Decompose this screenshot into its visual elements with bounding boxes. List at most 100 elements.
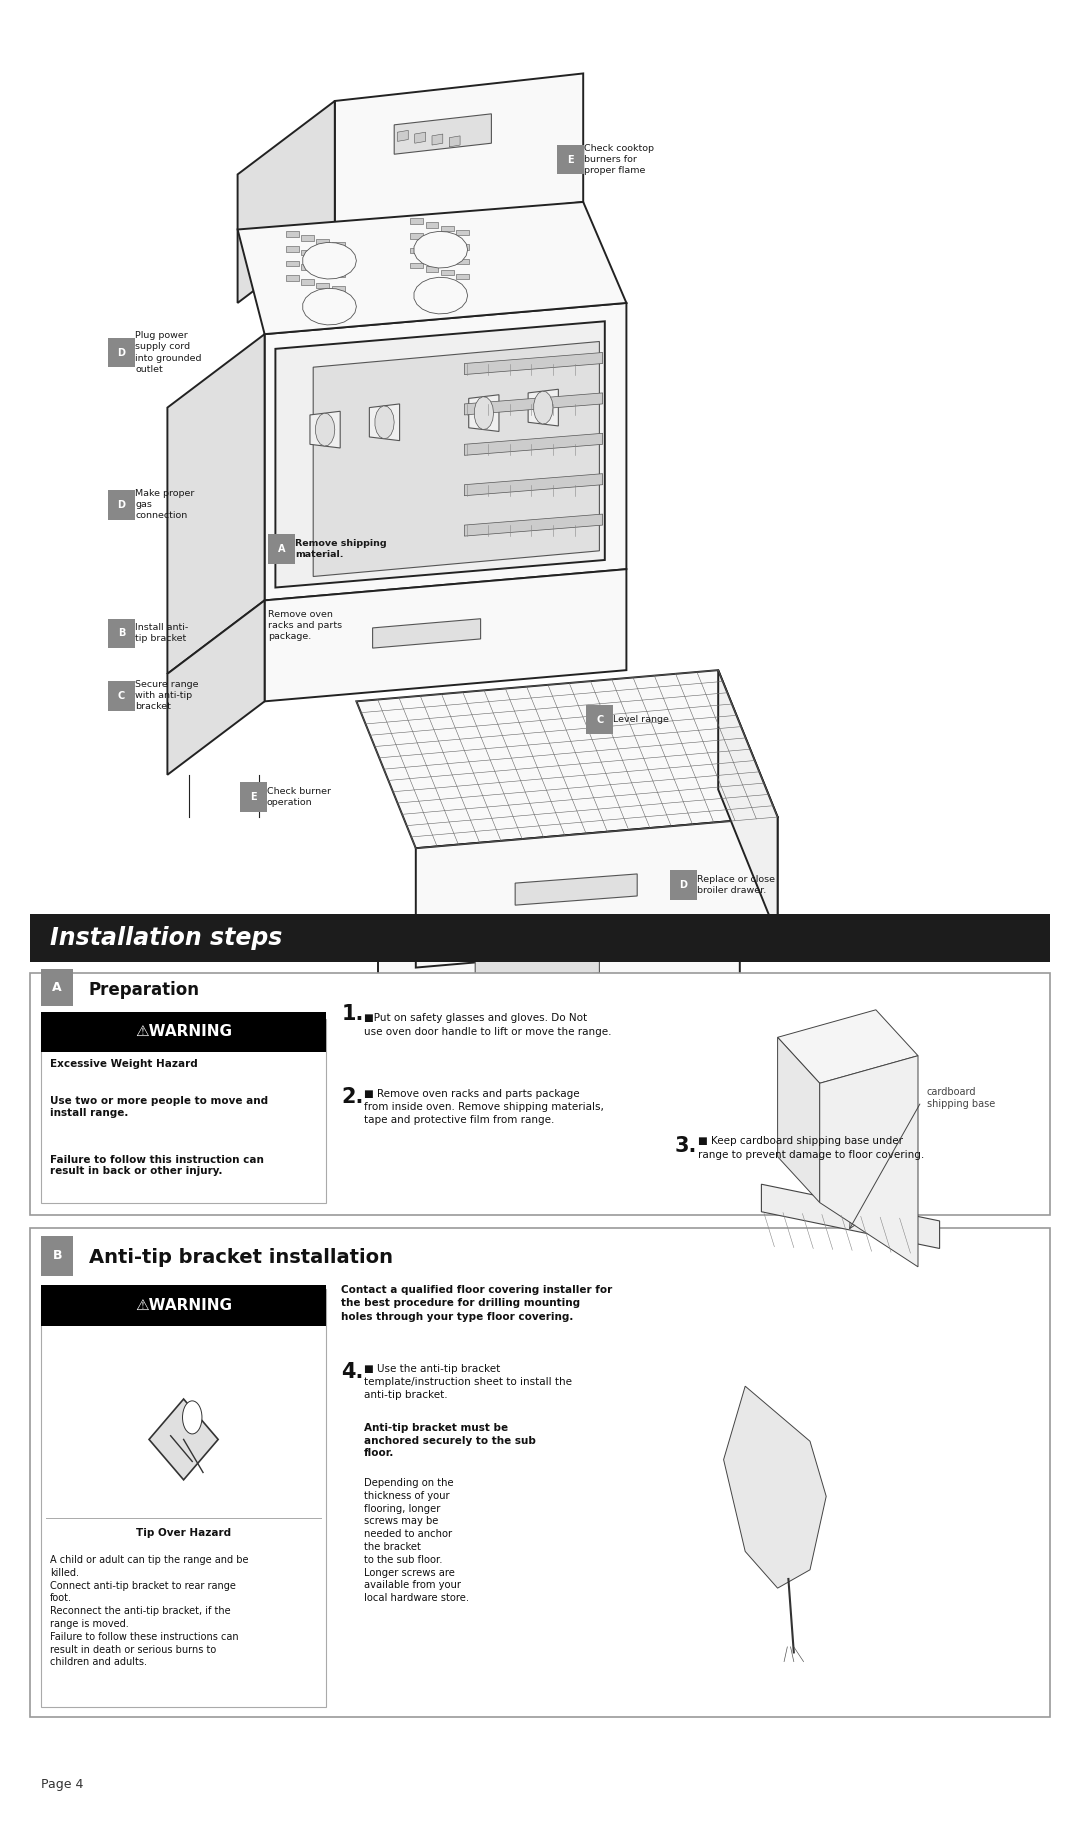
Polygon shape <box>464 514 603 536</box>
Text: Page 4: Page 4 <box>41 1777 83 1792</box>
Polygon shape <box>332 242 345 248</box>
Text: Anti-tip bracket must be
anchored securely to the sub
floor.: Anti-tip bracket must be anchored secure… <box>364 1423 536 1458</box>
Text: Secure range
with anti-tip
bracket: Secure range with anti-tip bracket <box>135 681 199 711</box>
Text: Excessive Weight Hazard: Excessive Weight Hazard <box>50 1059 198 1069</box>
Text: cardboard
shipping base: cardboard shipping base <box>927 1087 995 1109</box>
Text: Check cooktop
burners for
proper flame: Check cooktop burners for proper flame <box>584 145 654 174</box>
FancyBboxPatch shape <box>108 338 135 367</box>
FancyBboxPatch shape <box>30 914 1050 962</box>
Polygon shape <box>332 286 345 292</box>
Polygon shape <box>414 277 468 314</box>
Polygon shape <box>265 303 626 600</box>
Text: Use two or more people to move and
install range.: Use two or more people to move and insta… <box>50 1096 268 1118</box>
Polygon shape <box>441 255 454 261</box>
Polygon shape <box>410 218 423 224</box>
Text: B: B <box>53 1248 62 1263</box>
Polygon shape <box>167 600 265 775</box>
Polygon shape <box>414 231 468 268</box>
Polygon shape <box>302 242 356 279</box>
Polygon shape <box>456 259 469 264</box>
Polygon shape <box>464 474 603 496</box>
Polygon shape <box>410 248 423 253</box>
Polygon shape <box>410 233 423 239</box>
Polygon shape <box>449 136 460 147</box>
Polygon shape <box>316 268 329 274</box>
Polygon shape <box>456 274 469 279</box>
Polygon shape <box>301 250 314 255</box>
Text: D: D <box>118 499 125 510</box>
Polygon shape <box>310 411 340 448</box>
Text: Replace or close
broiler drawer.: Replace or close broiler drawer. <box>697 876 774 894</box>
Text: Level range: Level range <box>613 716 670 723</box>
FancyBboxPatch shape <box>41 1019 326 1203</box>
Polygon shape <box>761 1184 940 1248</box>
Polygon shape <box>528 389 558 426</box>
Polygon shape <box>316 253 329 259</box>
Polygon shape <box>316 283 329 288</box>
Text: ⚠WARNING: ⚠WARNING <box>135 1298 232 1313</box>
Polygon shape <box>313 341 599 577</box>
FancyBboxPatch shape <box>108 619 135 648</box>
Polygon shape <box>369 404 400 441</box>
Text: ■Put on safety glasses and gloves. Do Not
use oven door handle to lift or move t: ■Put on safety glasses and gloves. Do No… <box>364 1013 611 1037</box>
Text: Plug power
supply cord
into grounded
outlet: Plug power supply cord into grounded out… <box>135 330 202 375</box>
FancyBboxPatch shape <box>240 782 267 812</box>
Text: ⚠WARNING: ⚠WARNING <box>135 1024 232 1039</box>
Polygon shape <box>426 222 438 228</box>
FancyBboxPatch shape <box>41 969 73 1006</box>
Polygon shape <box>415 132 426 143</box>
Text: ■ Remove oven racks and parts package
from inside oven. Remove shipping material: ■ Remove oven racks and parts package fr… <box>364 1089 604 1125</box>
Polygon shape <box>378 905 740 1026</box>
Polygon shape <box>515 874 637 905</box>
Polygon shape <box>456 230 469 235</box>
Polygon shape <box>238 202 626 334</box>
Polygon shape <box>724 1386 826 1588</box>
Polygon shape <box>301 279 314 285</box>
Text: Installation steps: Installation steps <box>50 925 282 951</box>
Polygon shape <box>778 1010 918 1083</box>
Polygon shape <box>167 334 265 674</box>
FancyBboxPatch shape <box>30 973 1050 1215</box>
Polygon shape <box>397 130 408 141</box>
Text: Anti-tip bracket installation: Anti-tip bracket installation <box>89 1248 392 1267</box>
Polygon shape <box>426 237 438 242</box>
Polygon shape <box>820 1056 918 1267</box>
Polygon shape <box>394 114 491 154</box>
Polygon shape <box>286 275 299 281</box>
FancyBboxPatch shape <box>670 870 697 900</box>
Polygon shape <box>469 395 499 431</box>
Text: A: A <box>53 980 62 995</box>
Text: Tip Over Hazard: Tip Over Hazard <box>136 1528 231 1537</box>
Polygon shape <box>416 817 778 968</box>
Polygon shape <box>332 272 345 277</box>
Polygon shape <box>441 270 454 275</box>
FancyBboxPatch shape <box>268 534 295 564</box>
Text: Preparation: Preparation <box>89 980 200 999</box>
Polygon shape <box>375 406 394 439</box>
Polygon shape <box>410 263 423 268</box>
FancyBboxPatch shape <box>41 1289 326 1707</box>
Text: Check burner
operation: Check burner operation <box>267 788 330 806</box>
Text: Remove oven
racks and parts
package.: Remove oven racks and parts package. <box>268 610 342 641</box>
Text: 2.: 2. <box>341 1087 364 1107</box>
Text: ■ Keep cardboard shipping base under
range to prevent damage to floor covering.: ■ Keep cardboard shipping base under ran… <box>698 1136 923 1160</box>
FancyBboxPatch shape <box>586 705 613 734</box>
Text: E: E <box>249 791 257 802</box>
Text: Make proper
gas
connection: Make proper gas connection <box>135 490 194 520</box>
FancyBboxPatch shape <box>41 1285 326 1326</box>
FancyBboxPatch shape <box>30 1228 1050 1717</box>
Polygon shape <box>441 241 454 246</box>
Polygon shape <box>456 244 469 250</box>
Polygon shape <box>265 569 626 701</box>
Polygon shape <box>441 226 454 231</box>
Polygon shape <box>356 670 778 848</box>
Polygon shape <box>332 257 345 263</box>
Text: 3.: 3. <box>675 1136 698 1157</box>
Text: B: B <box>118 628 125 639</box>
Polygon shape <box>426 252 438 257</box>
FancyBboxPatch shape <box>108 681 135 711</box>
Polygon shape <box>301 235 314 241</box>
Polygon shape <box>464 433 603 455</box>
Polygon shape <box>149 1399 218 1480</box>
FancyBboxPatch shape <box>41 1012 326 1052</box>
